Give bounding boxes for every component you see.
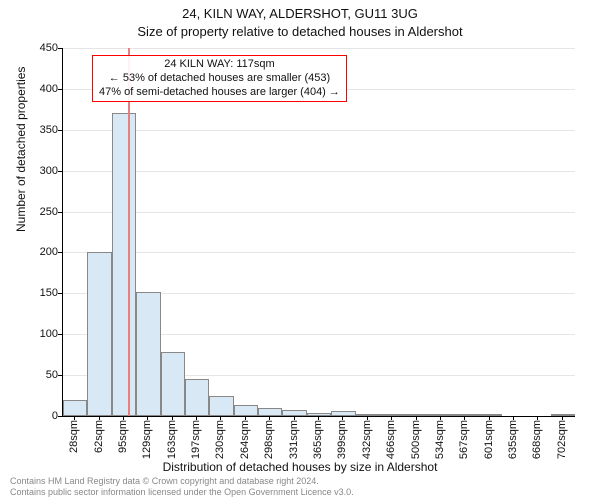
- x-tick-label: 95sqm: [117, 420, 129, 453]
- x-tick-label: 264sqm: [239, 420, 251, 459]
- x-tick-label: 702sqm: [556, 420, 568, 459]
- x-tick-label: 432sqm: [361, 420, 373, 459]
- annotation-box: 24 KILN WAY: 117sqm ← 53% of detached ho…: [92, 55, 347, 102]
- histogram-bar: [87, 252, 111, 416]
- y-tick-mark: [58, 89, 62, 90]
- x-tick-label: 601sqm: [483, 420, 495, 459]
- y-tick-label: 400: [8, 83, 58, 95]
- x-tick-label: 28sqm: [68, 420, 80, 453]
- plot-area: [62, 48, 575, 417]
- histogram-bar: [453, 414, 477, 416]
- subject-property-marker: [128, 48, 130, 416]
- x-axis-label: Distribution of detached houses by size …: [0, 460, 600, 474]
- y-tick-label: 300: [8, 165, 58, 177]
- x-tick-label: 230sqm: [214, 420, 226, 459]
- histogram-bar: [136, 292, 160, 416]
- histogram-bar: [282, 410, 306, 416]
- grid-line: [63, 130, 575, 131]
- x-tick-label: 298sqm: [263, 420, 275, 459]
- y-tick-mark: [58, 416, 62, 417]
- y-tick-mark: [58, 130, 62, 131]
- histogram-bar: [356, 414, 380, 416]
- x-tick-label: 62sqm: [93, 420, 105, 453]
- histogram-bar: [185, 379, 209, 416]
- y-tick-label: 450: [8, 42, 58, 54]
- x-tick-label: 534sqm: [434, 420, 446, 459]
- y-tick-label: 350: [8, 124, 58, 136]
- x-tick-label: 197sqm: [190, 420, 202, 459]
- histogram-bar: [209, 396, 233, 416]
- grid-line: [63, 252, 575, 253]
- chart-title-address: 24, KILN WAY, ALDERSHOT, GU11 3UG: [0, 6, 600, 21]
- y-tick-mark: [58, 171, 62, 172]
- histogram-bar: [429, 414, 453, 416]
- y-tick-mark: [58, 252, 62, 253]
- x-tick-label: 500sqm: [410, 420, 422, 459]
- footer-line-1: Contains HM Land Registry data © Crown c…: [10, 476, 354, 487]
- x-tick-label: 129sqm: [141, 420, 153, 459]
- histogram-bar: [551, 414, 575, 416]
- y-tick-label: 100: [8, 328, 58, 340]
- histogram-bar: [331, 411, 355, 416]
- footer-line-2: Contains public sector information licen…: [10, 487, 354, 498]
- annotation-smaller-pct: ← 53% of detached houses are smaller (45…: [99, 72, 340, 86]
- y-tick-label: 0: [8, 410, 58, 422]
- histogram-bar: [161, 352, 185, 416]
- y-tick-mark: [58, 48, 62, 49]
- y-tick-label: 200: [8, 246, 58, 258]
- annotation-property-size: 24 KILN WAY: 117sqm: [99, 58, 340, 72]
- annotation-larger-pct: 47% of semi-detached houses are larger (…: [99, 86, 340, 100]
- grid-line: [63, 171, 575, 172]
- property-distribution-chart: 24, KILN WAY, ALDERSHOT, GU11 3UG Size o…: [0, 0, 600, 500]
- histogram-bar: [63, 400, 87, 416]
- histogram-bar: [112, 113, 136, 416]
- x-tick-label: 331sqm: [288, 420, 300, 459]
- grid-line: [63, 212, 575, 213]
- histogram-bar: [258, 408, 282, 416]
- histogram-bar: [477, 414, 501, 416]
- x-tick-label: 163sqm: [166, 420, 178, 459]
- y-tick-mark: [58, 293, 62, 294]
- x-tick-label: 466sqm: [385, 420, 397, 459]
- histogram-bar: [404, 414, 428, 416]
- y-tick-label: 50: [8, 369, 58, 381]
- x-tick-label: 668sqm: [531, 420, 543, 459]
- x-tick-label: 399sqm: [336, 420, 348, 459]
- y-tick-label: 250: [8, 206, 58, 218]
- y-tick-label: 150: [8, 287, 58, 299]
- y-tick-mark: [58, 334, 62, 335]
- histogram-bar: [234, 405, 258, 416]
- x-tick-label: 567sqm: [458, 420, 470, 459]
- grid-line: [63, 48, 575, 49]
- y-tick-mark: [58, 212, 62, 213]
- y-tick-mark: [58, 375, 62, 376]
- x-tick-label: 635sqm: [507, 420, 519, 459]
- chart-title-subtitle: Size of property relative to detached ho…: [0, 24, 600, 39]
- chart-footer: Contains HM Land Registry data © Crown c…: [10, 476, 354, 498]
- x-tick-label: 365sqm: [312, 420, 324, 459]
